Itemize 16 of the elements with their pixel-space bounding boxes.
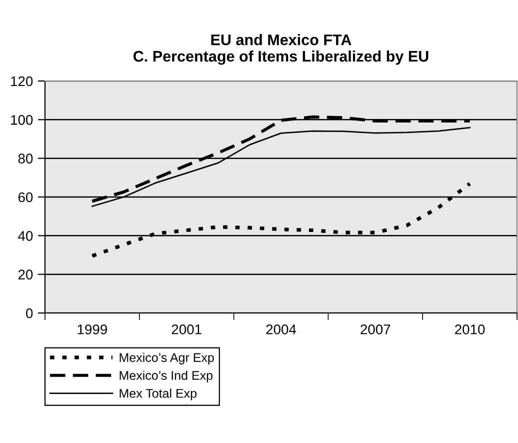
x-tick-label: 2010 [455, 324, 485, 334]
y-tick-label: 80 [18, 154, 33, 164]
legend-label: Mex Total Exp [120, 388, 197, 400]
y-tick-label: 60 [18, 192, 33, 202]
chart-title: EU and Mexico FTA C. Percentage of Items Liberalized by EU [133, 34, 428, 65]
y-tick-label: 0 [26, 308, 33, 318]
y-tick-label: 100 [11, 115, 33, 125]
x-tick-label: 2007 [360, 324, 390, 334]
x-tick-label: 1999 [78, 324, 107, 334]
legend-label: Mexico’s Agr Exp [120, 352, 214, 364]
x-tick-label: 2001 [172, 324, 202, 334]
legend-label: Mexico’s Ind Exp [120, 370, 212, 382]
y-tick-label: 120 [11, 76, 33, 86]
y-tick-label: 40 [18, 231, 33, 241]
x-tick-label: 2004 [266, 324, 296, 334]
y-tick-label: 20 [18, 270, 33, 280]
